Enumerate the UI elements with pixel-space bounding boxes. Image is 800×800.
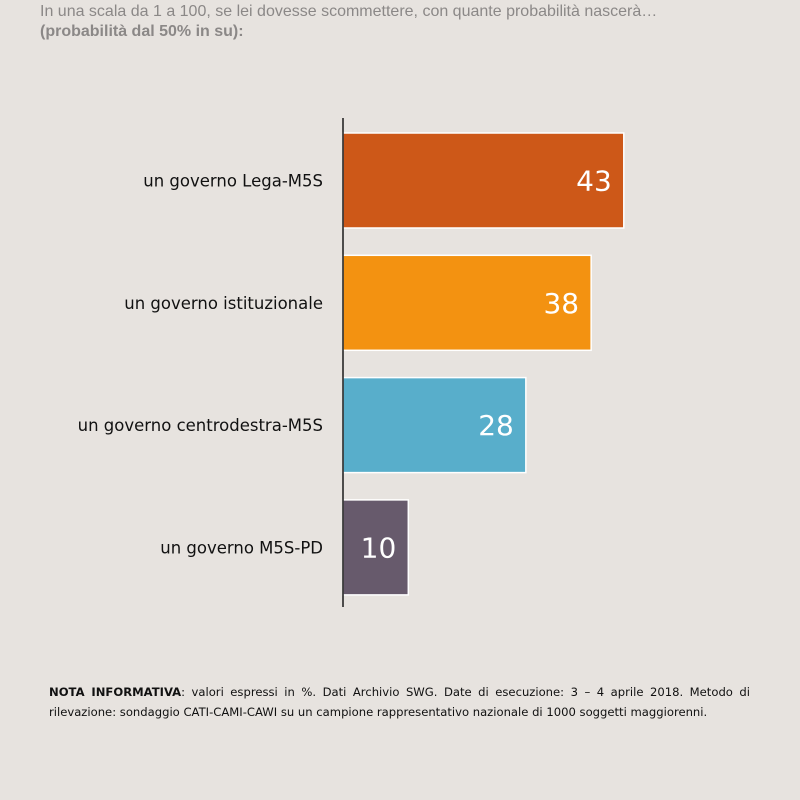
bars-group: 43 un governo Lega-M5S 38 un governo istitu… bbox=[78, 132, 625, 596]
question-text: In una scala da 1 a 100, se lei dovesse … bbox=[40, 3, 658, 20]
bar-2 bbox=[342, 254, 592, 352]
category-label: un governo centrodestra-M5S bbox=[78, 416, 323, 435]
bar-3 bbox=[342, 376, 527, 474]
note-text: : valori espressi in %. Dati Archivio SW… bbox=[49, 685, 750, 719]
bar-value-label: 28 bbox=[478, 409, 514, 442]
bar-value-label: 43 bbox=[576, 165, 612, 198]
bar-value-label: 10 bbox=[361, 531, 397, 564]
question-subtitle: (probabilità dal 50% in su): bbox=[40, 23, 244, 40]
category-label: un governo istituzionale bbox=[124, 294, 323, 313]
bar-value-label: 38 bbox=[543, 287, 579, 320]
category-label: un governo Lega-M5S bbox=[143, 172, 323, 191]
survey-question: In una scala da 1 a 100, se lei dovesse … bbox=[40, 2, 780, 42]
bar-4 bbox=[342, 499, 410, 596]
bar-1 bbox=[342, 132, 625, 229]
methodology-note: NOTA INFORMATIVA: valori espressi in %. … bbox=[49, 682, 750, 722]
note-label: NOTA INFORMATIVA bbox=[49, 685, 182, 699]
category-label: un governo M5S-PD bbox=[160, 538, 323, 557]
